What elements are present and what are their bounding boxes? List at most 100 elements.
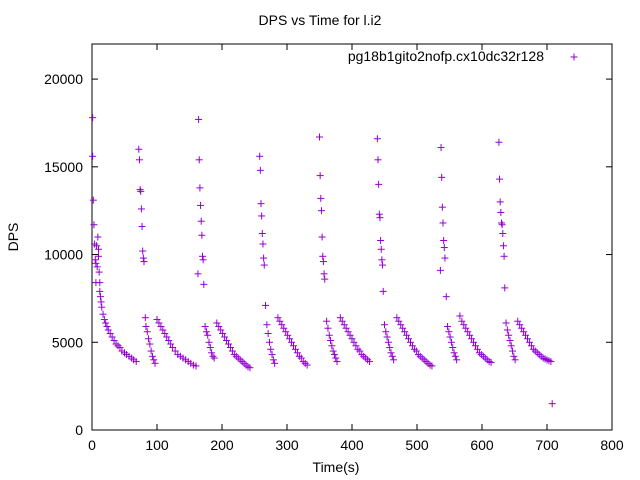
data-point bbox=[407, 338, 414, 346]
data-point bbox=[438, 203, 446, 211]
data-point bbox=[171, 347, 179, 355]
data-point bbox=[499, 229, 507, 237]
data-point bbox=[89, 114, 97, 122]
data-point bbox=[225, 340, 232, 348]
data-point bbox=[167, 340, 175, 348]
data-point bbox=[317, 207, 325, 215]
data-point bbox=[93, 263, 101, 271]
data-point bbox=[388, 352, 396, 360]
data-point bbox=[440, 237, 448, 245]
data-point bbox=[223, 337, 231, 345]
data-point bbox=[340, 321, 348, 329]
data-point bbox=[329, 347, 337, 355]
data-point bbox=[297, 354, 305, 362]
data-point bbox=[456, 312, 464, 320]
data-point bbox=[116, 344, 124, 352]
data-point bbox=[208, 349, 216, 357]
data-point bbox=[328, 342, 336, 350]
data-point bbox=[510, 352, 518, 360]
data-point bbox=[333, 358, 341, 366]
data-point bbox=[196, 184, 204, 192]
data-point bbox=[139, 247, 147, 255]
data-point bbox=[428, 362, 436, 370]
data-point bbox=[321, 275, 329, 283]
data-point bbox=[437, 144, 445, 152]
data-point bbox=[466, 331, 474, 339]
data-point bbox=[323, 317, 331, 325]
data-point bbox=[217, 326, 225, 334]
x-tick-label: 300 bbox=[275, 437, 299, 453]
data-point bbox=[278, 321, 286, 329]
data-point bbox=[282, 328, 290, 336]
data-point bbox=[330, 351, 338, 359]
y-tick-label: 10000 bbox=[44, 247, 83, 263]
data-point bbox=[319, 258, 327, 266]
data-point bbox=[195, 115, 203, 123]
data-point bbox=[505, 331, 513, 339]
data-point bbox=[290, 342, 297, 350]
data-point bbox=[210, 354, 218, 362]
data-point bbox=[199, 256, 207, 264]
x-tick-label: 200 bbox=[210, 437, 234, 453]
data-point bbox=[286, 335, 294, 343]
data-point bbox=[377, 245, 385, 253]
data-point bbox=[324, 324, 332, 332]
data-point bbox=[449, 344, 457, 352]
data-point bbox=[379, 287, 387, 295]
data-point bbox=[274, 314, 282, 322]
data-point bbox=[472, 342, 479, 350]
data-point bbox=[197, 217, 205, 225]
data-point bbox=[228, 347, 236, 355]
data-point bbox=[470, 338, 478, 346]
data-point bbox=[436, 266, 444, 274]
data-point bbox=[382, 328, 390, 336]
data-point bbox=[356, 347, 364, 355]
data-point bbox=[464, 328, 472, 336]
x-tick-label: 0 bbox=[88, 437, 96, 453]
data-point bbox=[487, 358, 495, 366]
data-point bbox=[260, 254, 268, 262]
data-point bbox=[153, 315, 161, 323]
data-point bbox=[140, 258, 148, 266]
y-tick-label: 20000 bbox=[44, 71, 83, 87]
data-point bbox=[192, 362, 200, 370]
data-point bbox=[495, 138, 503, 146]
data-point bbox=[137, 187, 145, 195]
data-point bbox=[96, 293, 104, 301]
data-point bbox=[451, 352, 459, 360]
data-point bbox=[390, 356, 398, 364]
data-point bbox=[205, 338, 213, 346]
data-point bbox=[502, 319, 510, 327]
data-point bbox=[163, 333, 171, 341]
data-point bbox=[263, 321, 271, 329]
data-point bbox=[387, 349, 395, 357]
legend: pg18b1gito2nofp.cx10dc32r128 bbox=[348, 48, 578, 64]
data-point bbox=[375, 180, 383, 188]
data-point bbox=[195, 156, 203, 164]
x-axis-label: Time(s) bbox=[313, 459, 360, 475]
data-point bbox=[93, 242, 101, 250]
x-tick-label: 500 bbox=[405, 437, 429, 453]
data-point bbox=[344, 328, 352, 336]
data-point bbox=[497, 208, 505, 216]
data-point bbox=[446, 333, 454, 341]
data-point bbox=[132, 358, 140, 366]
data-point bbox=[376, 214, 384, 222]
data-point bbox=[325, 331, 333, 339]
data-point bbox=[268, 351, 276, 359]
data-point bbox=[267, 345, 275, 353]
data-point bbox=[378, 256, 386, 264]
data-point bbox=[89, 152, 97, 160]
data-point bbox=[288, 338, 296, 346]
data-point bbox=[338, 317, 346, 325]
data-point bbox=[327, 337, 335, 345]
data-point bbox=[350, 338, 358, 346]
y-tick-label: 5000 bbox=[52, 334, 83, 350]
y-axis-ticks: 0 5000 10000 15000 20000 bbox=[44, 71, 612, 438]
data-point bbox=[104, 326, 112, 334]
data-point bbox=[291, 345, 299, 353]
y-tick-label: 0 bbox=[75, 422, 83, 438]
data-point bbox=[198, 231, 206, 239]
data-point bbox=[147, 347, 155, 355]
data-point bbox=[381, 321, 388, 329]
